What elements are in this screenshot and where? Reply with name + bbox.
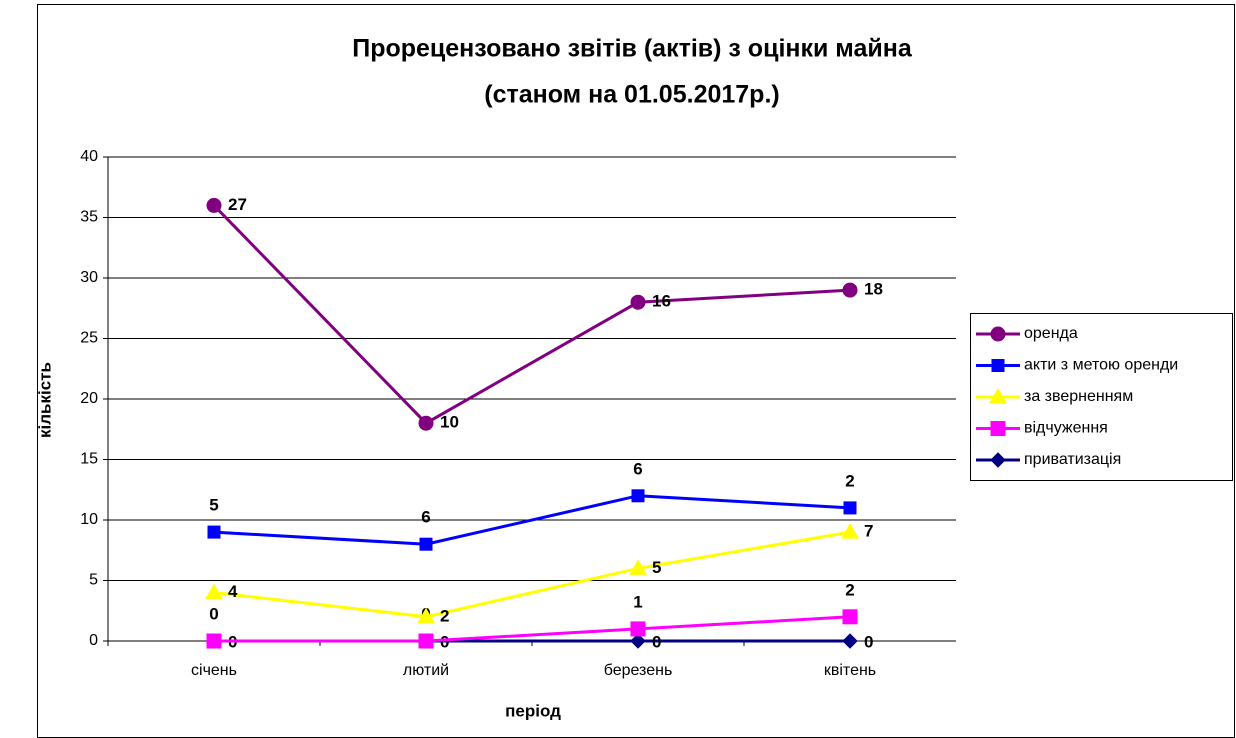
- series-line: [212, 204, 851, 426]
- legend-marker: [990, 326, 1006, 342]
- y-tick-label: 15: [80, 451, 98, 468]
- chart-subtitle: (станом на 01.05.2017р.): [484, 81, 779, 109]
- data-label: 2: [440, 606, 449, 625]
- y-tick-label: 30: [80, 269, 98, 286]
- data-label: 7: [864, 522, 873, 541]
- data-label: 18: [864, 280, 883, 299]
- data-label: 4: [228, 582, 238, 601]
- data-label: 0: [209, 604, 218, 623]
- y-axis-label: кількість: [35, 362, 54, 438]
- data-label: 16: [652, 292, 671, 311]
- y-tick-label: 20: [80, 390, 98, 407]
- legend-label: відчуження: [1024, 420, 1108, 437]
- data-point: [206, 633, 222, 649]
- data-point: [419, 537, 433, 551]
- y-tick-label: 10: [80, 511, 98, 528]
- y-tick-label: 40: [80, 148, 98, 165]
- data-label: 10: [440, 413, 459, 432]
- data-label: 2: [845, 471, 854, 490]
- legend-marker: [989, 387, 1007, 404]
- x-tick-label: лютий: [403, 662, 449, 679]
- legend-marker: [991, 359, 1005, 372]
- data-label: 1: [633, 592, 642, 611]
- legend-label: за зверненням: [1024, 388, 1133, 405]
- data-label: 0: [864, 632, 873, 651]
- data-point: [842, 633, 858, 649]
- x-axis-label: період: [505, 701, 561, 720]
- data-label: 5: [652, 558, 661, 577]
- series-line: [213, 494, 851, 546]
- data-label: 27: [228, 195, 247, 214]
- data-point: [207, 525, 221, 539]
- data-point: [631, 489, 645, 503]
- legend-label: оренда: [1024, 325, 1078, 342]
- y-tick-label: 25: [80, 330, 98, 347]
- y-tick-label: 5: [89, 572, 98, 589]
- data-point: [418, 633, 434, 649]
- data-label: 6: [633, 459, 642, 478]
- series-line: [213, 530, 851, 619]
- data-label: 0: [652, 632, 661, 651]
- x-tick-label: березень: [604, 662, 673, 679]
- data-point: [841, 523, 859, 539]
- data-label: 2: [845, 580, 854, 599]
- data-point: [630, 633, 646, 649]
- data-point: [417, 607, 435, 624]
- data-point: [842, 282, 858, 298]
- data-label: 5: [209, 496, 218, 515]
- data-label: 6: [421, 508, 430, 527]
- data-point: [206, 197, 222, 213]
- y-tick-label: 0: [89, 632, 98, 649]
- data-point: [630, 621, 646, 637]
- legend-label: приватизація: [1024, 451, 1121, 468]
- chart-title: Прорецензовано звітів (актів) з оцінки м…: [352, 35, 913, 63]
- legend-label: акти з метою оренди: [1024, 357, 1178, 374]
- data-point: [843, 501, 857, 515]
- data-point: [205, 583, 223, 600]
- data-point: [630, 294, 646, 310]
- x-tick-label: січень: [191, 662, 237, 679]
- legend-marker: [990, 421, 1006, 436]
- y-tick-label: 35: [80, 209, 98, 226]
- data-point: [418, 415, 434, 431]
- data-label: 0: [440, 632, 449, 651]
- data-point: [629, 559, 647, 575]
- x-tick-label: квітень: [824, 662, 876, 679]
- series-line: [214, 615, 851, 643]
- data-point: [842, 609, 858, 625]
- legend-marker: [990, 452, 1006, 468]
